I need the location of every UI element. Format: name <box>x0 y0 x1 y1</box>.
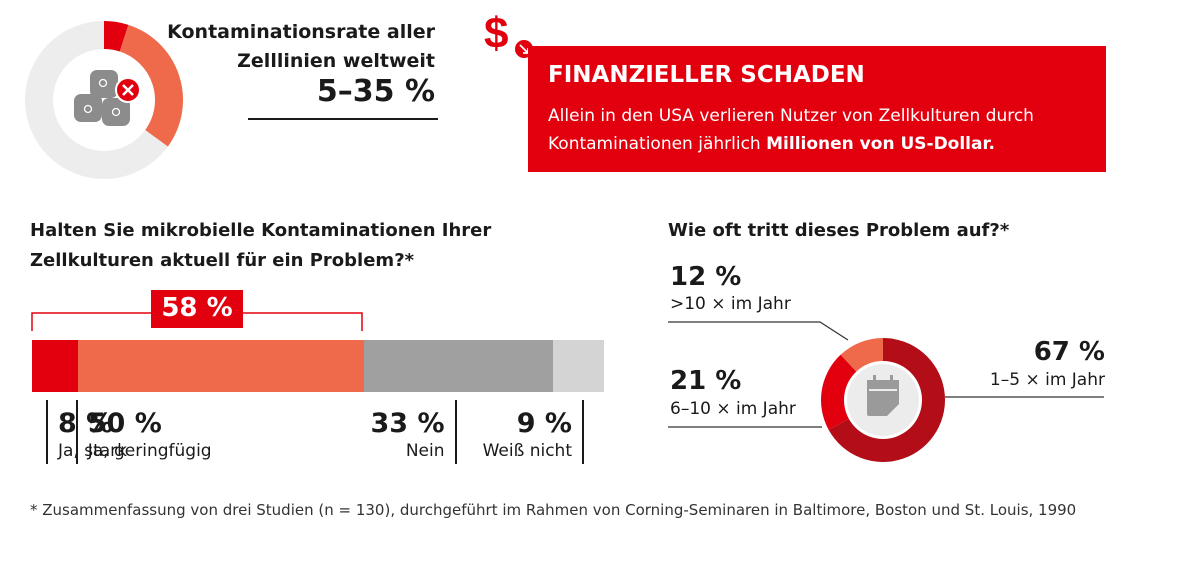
bar-segment-0 <box>32 340 78 392</box>
financial-text-line1: Allein in den USA verlieren Nutzer von Z… <box>548 106 1034 126</box>
bar-value-label-1: 50 % <box>87 408 162 439</box>
cell-cluster-icon <box>74 70 130 126</box>
contamination-x-icon <box>115 77 141 103</box>
donut-slice-1 <box>821 354 857 430</box>
bar-segment-3 <box>552 340 604 392</box>
donut-label-cat-0: >10 × im Jahr <box>670 294 791 314</box>
contamination-title-line1: Kontaminationsrate aller <box>167 21 435 43</box>
gauge-min-arc <box>103 21 129 52</box>
bar-value-label-3: 9 % <box>516 408 572 439</box>
svg-text:$: $ <box>484 9 508 58</box>
bar-value-label-2: 33 % <box>370 408 445 439</box>
bar-segment-1 <box>77 340 364 392</box>
bar-tick-2 <box>454 400 457 464</box>
contamination-title: Kontaminationsrate aller Zelllinien welt… <box>150 18 435 76</box>
donut-label-cat-1: 6–10 × im Jahr <box>670 399 796 419</box>
question1-line2: Zellkulturen aktuell für ein Problem?* <box>30 250 415 271</box>
question1-title: Halten Sie mikrobielle Kontaminationen I… <box>30 216 500 276</box>
donut-slice-0 <box>840 338 883 372</box>
donut-center <box>847 364 919 436</box>
donut-label-pct-1: 21 % <box>670 366 742 396</box>
bar-category-label-1: Ja, geringfügig <box>87 441 212 461</box>
bar-tick-0 <box>46 400 48 464</box>
financial-text-plain: Kontaminationen jährlich <box>548 134 767 154</box>
contamination-value: 5–35 % <box>316 74 435 109</box>
donut-slice-2 <box>828 338 946 463</box>
yes-total-badge: 58 % <box>151 290 243 328</box>
footnote: * Zusammenfassung von drei Studien (n = … <box>30 501 1077 519</box>
donut-label-cat-2: 1–5 × im Jahr <box>989 370 1105 390</box>
contamination-gauge <box>25 21 183 179</box>
financial-title: FINANZIELLER SCHADEN <box>548 62 865 88</box>
question2-title: Wie oft tritt dieses Problem auf?* <box>668 220 1010 241</box>
financial-text: Allein in den USA verlieren Nutzer von Z… <box>548 102 1098 158</box>
bar-category-label-2: Nein <box>405 441 445 461</box>
gauge-range-arc <box>119 24 183 147</box>
calendar-icon <box>867 375 899 416</box>
bar-value-label-0: 8 % <box>58 408 114 439</box>
bar-tick-1 <box>75 400 78 464</box>
bar-tick-3 <box>582 400 584 464</box>
bar-segment-2 <box>363 340 553 392</box>
financial-text-line2: Kontaminationen jährlich Millionen von U… <box>548 130 1098 158</box>
contamination-title-line2: Zelllinien weltweit <box>237 50 435 72</box>
bar-category-label-0: Ja, stark <box>58 441 128 461</box>
bar-category-label-3: Weiß nicht <box>482 441 572 461</box>
contamination-divider <box>248 118 438 120</box>
financial-text-bold: Millionen von US-Dollar. <box>766 134 995 154</box>
financial-damage-box: FINANZIELLER SCHADEN Allein in den USA v… <box>528 46 1106 172</box>
question1-line1: Halten Sie mikrobielle Kontaminationen I… <box>30 220 492 241</box>
yes-total-label: 58 % <box>161 293 233 323</box>
leader-line-12 <box>668 321 849 341</box>
donut-label-pct-2: 67 % <box>1033 337 1105 367</box>
donut-label-pct-0: 12 % <box>670 262 742 292</box>
